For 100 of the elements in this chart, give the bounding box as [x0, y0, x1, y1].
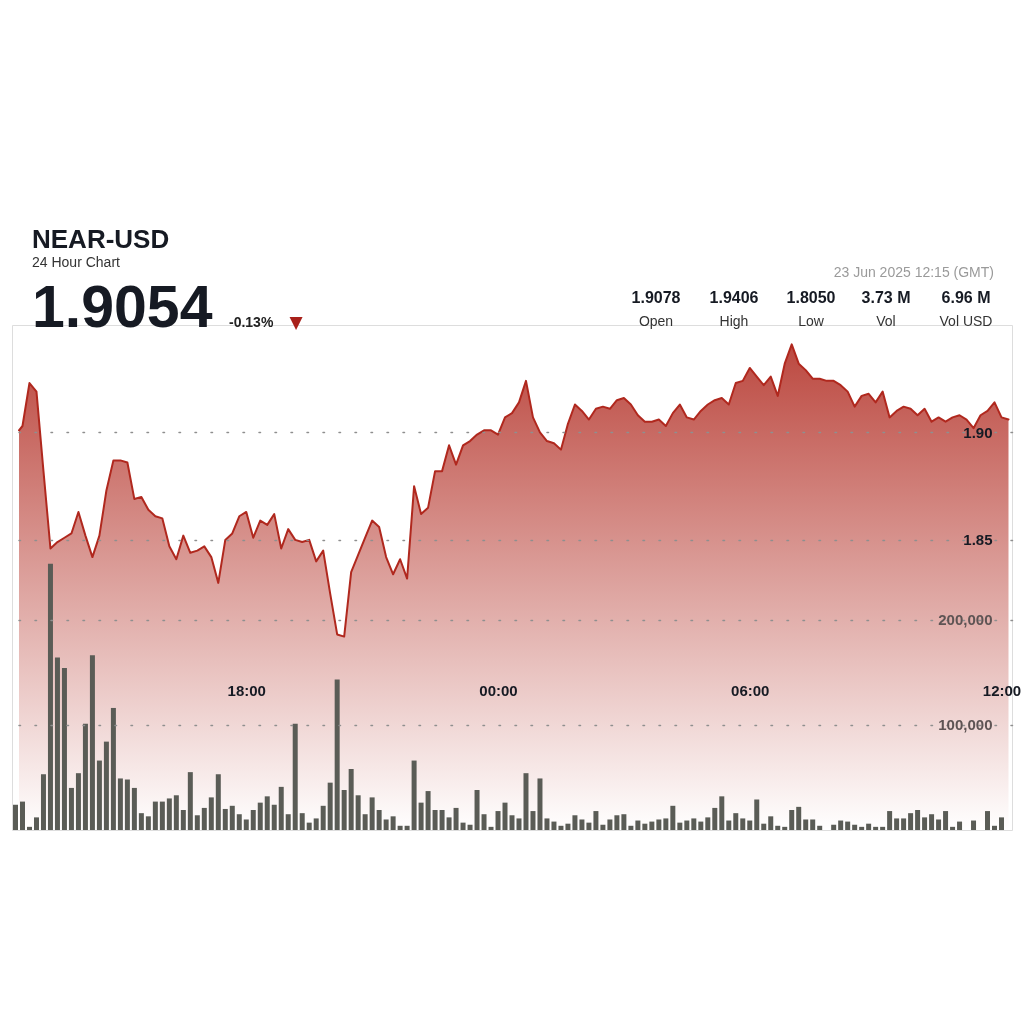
- bar: [803, 819, 809, 830]
- bar: [229, 805, 235, 830]
- bar: [775, 825, 781, 830]
- bar: [985, 811, 991, 830]
- bar: [544, 818, 550, 830]
- bar: [936, 819, 942, 830]
- bar: [313, 818, 319, 830]
- bar: [453, 807, 459, 830]
- bar: [243, 819, 249, 830]
- bar: [82, 723, 88, 830]
- bar: [488, 826, 494, 830]
- bar: [124, 779, 130, 830]
- bar: [474, 790, 480, 830]
- bar: [572, 815, 578, 830]
- bar: [852, 824, 858, 830]
- bar: [173, 795, 179, 830]
- annotation: Vol USD: [939, 313, 993, 329]
- bar: [425, 791, 431, 830]
- bar: [810, 819, 816, 830]
- annotation: Vol: [876, 313, 896, 329]
- bar: [740, 818, 746, 830]
- bar: [523, 773, 529, 830]
- bar: [943, 811, 949, 830]
- bar: [635, 820, 641, 830]
- bar: [250, 810, 256, 830]
- bar: [390, 816, 396, 830]
- bar: [110, 707, 116, 830]
- bar: [901, 818, 907, 830]
- bar: [292, 723, 298, 830]
- bar: [383, 819, 389, 830]
- bar: [362, 814, 368, 830]
- bar: [845, 821, 851, 830]
- y2-tick-label: 100,000: [938, 716, 993, 734]
- bar: [460, 822, 466, 830]
- bar: [768, 816, 774, 830]
- text: 3.73 M: [861, 289, 911, 306]
- text: 1.9406: [709, 289, 759, 306]
- bar: [54, 657, 60, 830]
- text: 6.96 M: [941, 289, 991, 306]
- bar: [334, 679, 340, 830]
- bar: [971, 820, 977, 830]
- bar: [152, 801, 158, 830]
- bar: [866, 823, 872, 830]
- bar: [208, 797, 214, 830]
- bar: [705, 817, 711, 830]
- bar: [712, 807, 718, 830]
- bar: [873, 826, 879, 830]
- bar: [145, 816, 151, 830]
- bar: [222, 808, 228, 830]
- bar: [194, 815, 200, 830]
- bar: [831, 824, 837, 830]
- bar: [61, 667, 67, 830]
- bar: [929, 814, 935, 830]
- annotation: High: [719, 313, 749, 329]
- bar: [600, 824, 606, 830]
- bar: [922, 817, 928, 830]
- bar: [201, 807, 207, 830]
- x-tick-label: 00:00: [479, 681, 518, 699]
- bar: [754, 799, 760, 830]
- bar: [908, 813, 914, 830]
- bar: [950, 826, 956, 830]
- bar: [299, 813, 305, 830]
- bar: [607, 819, 613, 830]
- bar: [467, 824, 473, 830]
- bar: [26, 826, 32, 830]
- bar: [894, 818, 900, 830]
- bar: [796, 806, 802, 830]
- bar: [397, 825, 403, 830]
- bar: [432, 810, 438, 830]
- bar: [915, 810, 921, 830]
- bar: [40, 774, 46, 830]
- text: 1.9078: [631, 289, 681, 306]
- x-tick-label: 18:00: [227, 681, 266, 699]
- bar: [159, 801, 165, 830]
- bar: [138, 813, 144, 830]
- bar: [481, 814, 487, 830]
- bar: [327, 782, 333, 830]
- bar: [495, 811, 501, 830]
- bar: [992, 825, 998, 830]
- bar: [418, 802, 424, 830]
- bar: [502, 802, 508, 830]
- bar: [376, 810, 382, 830]
- bar: [341, 790, 347, 830]
- y-tick-label: 1.85: [963, 531, 993, 549]
- bar: [530, 811, 536, 830]
- bar: [817, 825, 823, 830]
- x-tick-label: 06:00: [731, 681, 770, 699]
- bar: [131, 787, 137, 830]
- bar: [13, 804, 18, 830]
- bar: [642, 823, 648, 830]
- bar: [656, 819, 662, 830]
- bar: [838, 820, 844, 830]
- bar: [215, 774, 221, 830]
- bar: [19, 801, 25, 830]
- bar: [166, 798, 172, 830]
- bar: [887, 811, 893, 830]
- bar: [593, 811, 599, 830]
- y2-tick-label: 200,000: [938, 611, 993, 629]
- bar: [747, 820, 753, 830]
- chart-title: NEAR-USD: [32, 224, 170, 254]
